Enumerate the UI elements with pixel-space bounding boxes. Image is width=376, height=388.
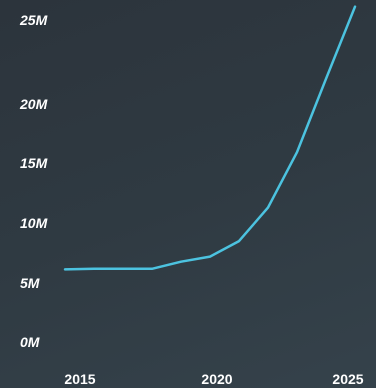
y-tick-label: 10M: [20, 215, 48, 231]
data-point: [179, 260, 183, 264]
data-point: [237, 239, 241, 243]
data-point: [63, 267, 67, 271]
x-axis-ticks: 2015 2020 2025: [64, 371, 363, 387]
y-tick-label: 0M: [20, 334, 40, 350]
y-tick-label: 15M: [20, 155, 48, 171]
data-point: [150, 267, 154, 271]
data-point: [208, 255, 212, 259]
data-point: [121, 267, 125, 271]
series-line: [63, 5, 357, 271]
x-tick-label: 2025: [332, 371, 363, 387]
data-point: [324, 77, 328, 81]
y-tick-label: 25M: [19, 12, 48, 28]
data-point: [295, 150, 299, 154]
y-axis-ticks: 0M 5M 10M 15M 20M 25M: [19, 12, 48, 350]
y-tick-label: 5M: [20, 275, 40, 291]
y-tick-label: 20M: [19, 96, 48, 112]
data-point: [353, 5, 357, 9]
data-point: [92, 267, 96, 271]
x-tick-label: 2015: [64, 371, 95, 387]
x-tick-label: 2020: [201, 371, 232, 387]
series-layer: [63, 5, 357, 271]
data-point: [266, 206, 270, 210]
